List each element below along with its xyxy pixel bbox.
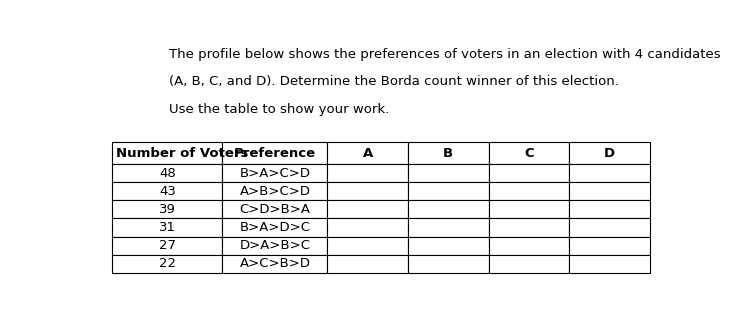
Text: C: C (524, 146, 534, 159)
Bar (112, 200, 222, 219)
Bar (112, 142, 222, 164)
Text: 31: 31 (159, 221, 176, 234)
Text: The profile below shows the preferences of voters in an election with 4 candidat: The profile below shows the preferences … (170, 48, 721, 60)
Text: 43: 43 (159, 185, 176, 198)
Text: B>A>D>C: B>A>D>C (239, 221, 311, 234)
Bar (222, 200, 328, 219)
Bar (408, 142, 489, 164)
Bar (328, 255, 408, 273)
Text: 27: 27 (159, 239, 176, 252)
Bar (569, 182, 650, 200)
Text: (A, B, C, and D). Determine the Borda count winner of this election.: (A, B, C, and D). Determine the Borda co… (170, 75, 619, 89)
Bar (408, 255, 489, 273)
Bar (408, 200, 489, 219)
Bar (569, 237, 650, 255)
Bar (328, 164, 408, 182)
Bar (328, 182, 408, 200)
Bar (569, 200, 650, 219)
Bar (112, 219, 222, 237)
Bar (222, 219, 328, 237)
Bar (408, 164, 489, 182)
Bar (489, 219, 569, 237)
Bar (222, 237, 328, 255)
Text: 48: 48 (159, 167, 176, 180)
Text: A>C>B>D: A>C>B>D (239, 257, 311, 271)
Text: Use the table to show your work.: Use the table to show your work. (170, 103, 390, 116)
Bar (112, 255, 222, 273)
Bar (569, 142, 650, 164)
Bar (408, 237, 489, 255)
Bar (408, 219, 489, 237)
Text: Number of Voters: Number of Voters (116, 146, 248, 159)
Bar (222, 142, 328, 164)
Bar (489, 142, 569, 164)
Text: C>D>B>A: C>D>B>A (239, 203, 311, 216)
Bar (112, 164, 222, 182)
Bar (489, 255, 569, 273)
Bar (328, 142, 408, 164)
Bar (112, 182, 222, 200)
Bar (489, 200, 569, 219)
Bar (328, 237, 408, 255)
Text: 22: 22 (159, 257, 176, 271)
Bar (569, 164, 650, 182)
Bar (222, 182, 328, 200)
Bar (112, 237, 222, 255)
Bar (569, 255, 650, 273)
Bar (569, 219, 650, 237)
Text: 39: 39 (159, 203, 176, 216)
Text: D: D (604, 146, 615, 159)
Text: B: B (444, 146, 453, 159)
Bar (408, 182, 489, 200)
Text: B>A>C>D: B>A>C>D (239, 167, 311, 180)
Bar (222, 164, 328, 182)
Bar (489, 182, 569, 200)
Bar (328, 200, 408, 219)
Bar (489, 237, 569, 255)
Text: D>A>B>C: D>A>B>C (239, 239, 311, 252)
Bar (222, 255, 328, 273)
Text: Preference: Preference (234, 146, 316, 159)
Text: A>B>C>D: A>B>C>D (239, 185, 311, 198)
Bar (328, 219, 408, 237)
Bar (489, 164, 569, 182)
Text: A: A (362, 146, 373, 159)
